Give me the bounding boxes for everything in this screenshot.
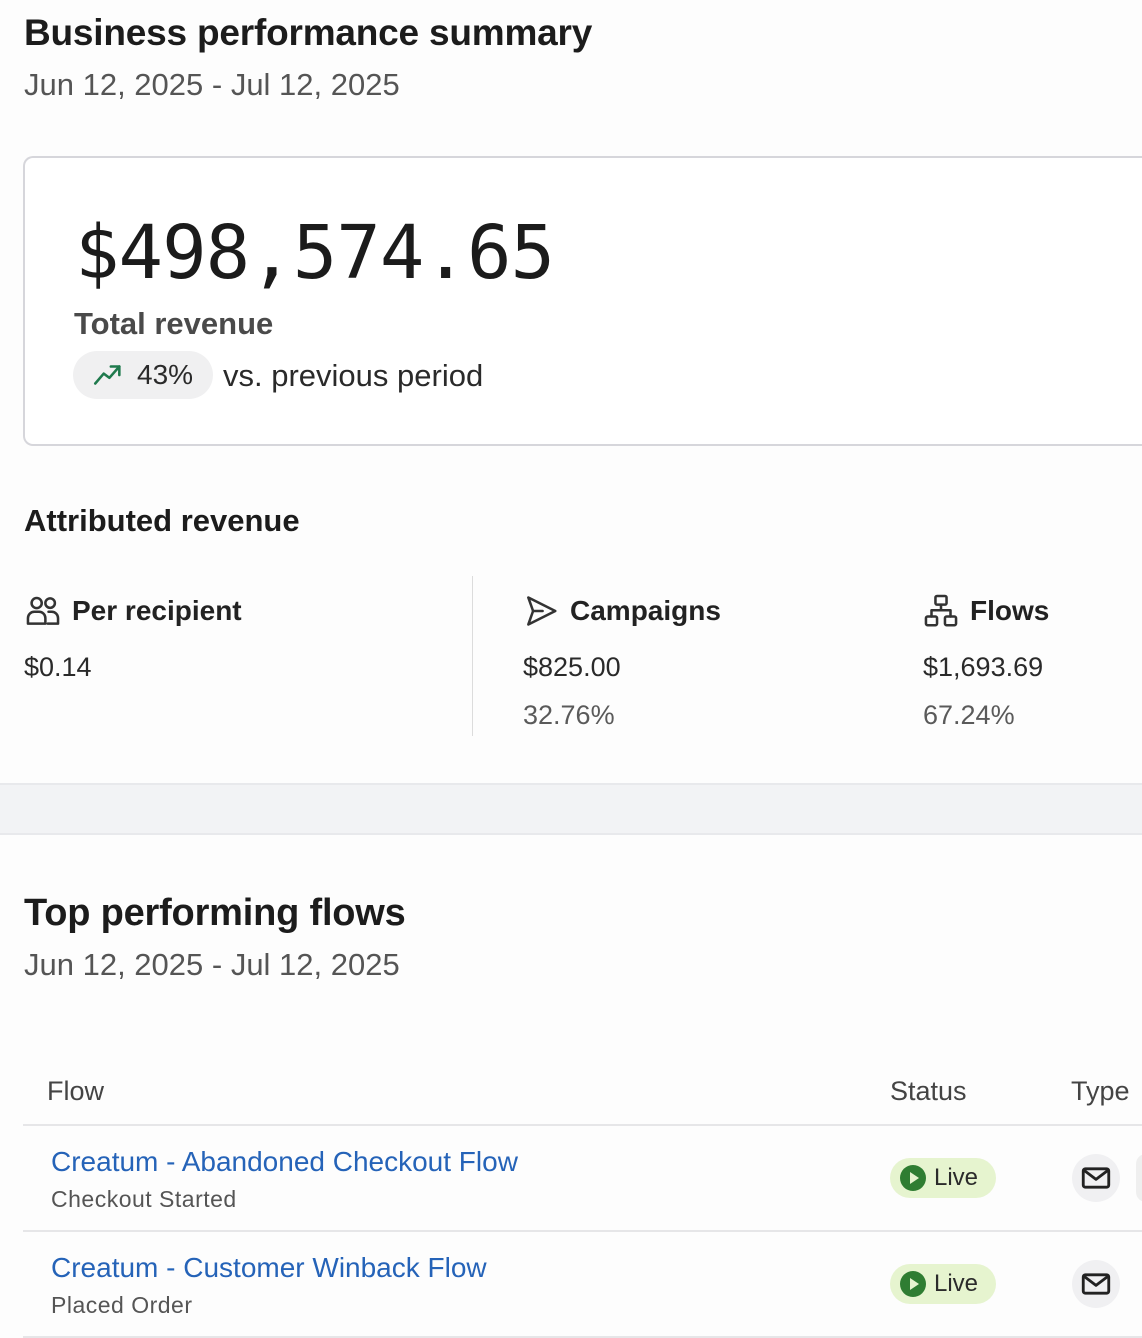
status-badge: Live — [890, 1158, 996, 1198]
revenue-change-badge: 43% — [73, 351, 213, 399]
metric-flows-value: $1,693.69 — [923, 652, 1044, 682]
metric-flows-share: 67.24% — [923, 700, 1015, 730]
metric-per-recipient-value: $0.14 — [24, 652, 92, 682]
metric-label: Per recipient — [72, 595, 242, 626]
email-icon — [1081, 1273, 1111, 1295]
metric-label: Campaigns — [570, 595, 721, 626]
play-icon — [900, 1271, 926, 1297]
metric-label: Flows — [970, 595, 1050, 626]
trending-up-icon — [93, 365, 121, 385]
status-label: Live — [934, 1164, 979, 1191]
metric-campaigns-header: Campaigns — [522, 592, 721, 630]
metric-campaigns-share: 32.76% — [523, 700, 615, 730]
table-row: Creatum - Customer Winback Flow Placed O… — [0, 1232, 1142, 1336]
table-header-divider — [23, 1124, 1142, 1126]
total-revenue-card: $498,574.65 Total revenue 43% vs. previo… — [23, 156, 1142, 446]
flow-link[interactable]: Creatum - Customer Winback Flow — [51, 1252, 487, 1283]
table-row: Creatum - Abandoned Checkout Flow Checko… — [0, 1126, 1142, 1230]
status-badge: Live — [890, 1264, 996, 1304]
top-flows-title: Top performing flows — [24, 892, 406, 934]
email-type-button[interactable] — [1072, 1260, 1120, 1308]
flow-tree-icon — [924, 594, 958, 627]
row-divider — [23, 1336, 1142, 1338]
metric-campaigns-value: $825.00 — [523, 652, 621, 682]
revenue-comparison-text: vs. previous period — [223, 358, 484, 393]
column-header-type[interactable]: Type — [1071, 1076, 1130, 1106]
section-separator — [0, 783, 1142, 835]
column-header-flow[interactable]: Flow — [47, 1076, 105, 1106]
email-type-button[interactable] — [1072, 1154, 1120, 1202]
flow-trigger: Checkout Started — [51, 1186, 237, 1212]
email-icon — [1081, 1167, 1111, 1189]
row-action-button[interactable] — [1136, 1154, 1142, 1202]
total-revenue-label: Total revenue — [74, 306, 274, 341]
page-title: Business performance summary — [24, 12, 593, 53]
top-flows-date-range: Jun 12, 2025 - Jul 12, 2025 — [24, 947, 400, 982]
summary-date-range: Jun 12, 2025 - Jul 12, 2025 — [24, 67, 400, 102]
metrics-divider — [472, 576, 473, 736]
flow-trigger: Placed Order — [51, 1292, 193, 1318]
flow-link[interactable]: Creatum - Abandoned Checkout Flow — [51, 1146, 518, 1177]
users-icon — [26, 596, 60, 625]
attributed-revenue-title: Attributed revenue — [24, 503, 300, 538]
revenue-change-value: 43% — [137, 359, 194, 390]
send-icon — [527, 596, 557, 626]
metric-per-recipient-header: Per recipient — [24, 592, 242, 630]
column-header-status[interactable]: Status — [890, 1076, 967, 1106]
metric-flows-header: Flows — [922, 592, 1049, 630]
status-label: Live — [934, 1270, 979, 1297]
total-revenue-value: $498,574.65 — [75, 210, 555, 296]
play-icon — [900, 1165, 926, 1191]
row-divider — [23, 1230, 1142, 1232]
